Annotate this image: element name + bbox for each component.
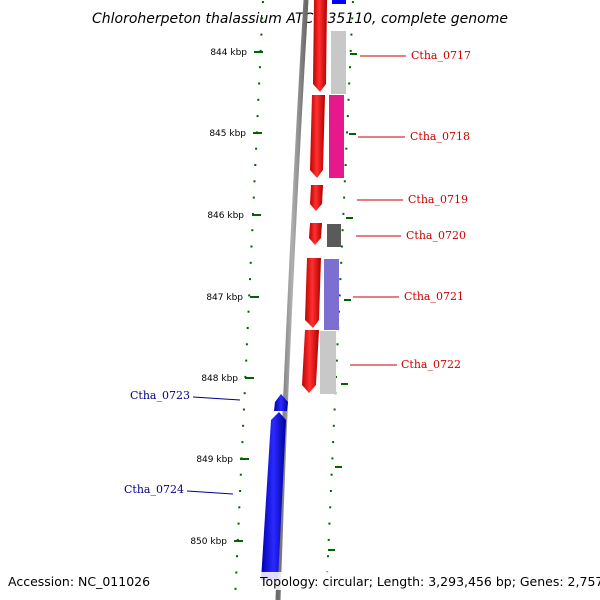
kbp-tick: 845 kbp (209, 129, 262, 139)
gene-label-text: Ctha_0721 (404, 290, 464, 303)
gene-label[interactable]: Ctha_0723 (130, 389, 241, 402)
kbp-label: 848 kbp (201, 374, 238, 384)
gene-label-text: Ctha_0720 (406, 229, 466, 242)
gene-label[interactable]: Ctha_0719 (357, 193, 468, 206)
reverse-strand (261, 394, 288, 580)
forward-strand (302, 0, 327, 393)
gene-arrow[interactable] (310, 185, 323, 211)
reverse-gene-labels: Ctha_0723 Ctha_0724 (124, 389, 241, 496)
gene-label[interactable]: Ctha_0720 (356, 229, 466, 242)
cog-box[interactable] (320, 331, 336, 394)
forward-gene-labels: Ctha_0717 Ctha_0718 Ctha_0719 Ctha_0720 … (350, 49, 471, 371)
gene-label-text: Ctha_0724 (124, 483, 184, 496)
kbp-label: 847 kbp (206, 293, 243, 303)
gene-label[interactable]: Ctha_0718 (358, 130, 470, 143)
gene-label-text: Ctha_0719 (408, 193, 468, 206)
gene-arrow[interactable] (313, 0, 327, 92)
kbp-scale: 844 kbp 845 kbp 846 kbp 847 kbp 848 kbp … (190, 48, 263, 547)
kbp-tick: 850 kbp (190, 537, 243, 547)
gene-label[interactable]: Ctha_0724 (124, 483, 234, 496)
gene-arrow[interactable] (305, 258, 321, 328)
gene-label[interactable]: Ctha_0717 (360, 49, 471, 62)
cog-box[interactable] (324, 259, 339, 330)
kbp-label: 846 kbp (207, 211, 244, 221)
cog-track (320, 0, 346, 394)
cog-box[interactable] (329, 95, 344, 178)
kbp-tick: 849 kbp (196, 455, 249, 465)
footer-backdrop (258, 572, 600, 590)
gene-arrow[interactable] (310, 95, 325, 178)
cog-box[interactable] (327, 224, 341, 247)
kbp-tick: 846 kbp (207, 211, 261, 221)
cog-box[interactable] (332, 0, 346, 4)
kbp-tick: 848 kbp (201, 374, 254, 384)
gene-label-text: Ctha_0723 (130, 389, 190, 402)
kbp-label: 850 kbp (190, 537, 227, 547)
gene-label-text: Ctha_0717 (411, 49, 471, 62)
kbp-label: 849 kbp (196, 455, 233, 465)
kbp-tick: 844 kbp (210, 48, 263, 58)
kbp-tick: 847 kbp (206, 293, 259, 303)
gene-arrow[interactable] (309, 223, 322, 245)
genome-backbone (275, 0, 309, 600)
kbp-label: 844 kbp (210, 48, 247, 58)
gene-arrow[interactable] (274, 394, 288, 411)
gene-arrow[interactable] (261, 412, 286, 580)
gene-label-text: Ctha_0718 (410, 130, 470, 143)
gene-label[interactable]: Ctha_0722 (350, 358, 461, 371)
accession-text: Accession: NC_011026 (8, 574, 150, 589)
cog-box[interactable] (331, 31, 346, 94)
map-title: Chloroherpeton thalassium ATCC 35110, co… (92, 11, 508, 27)
genome-summary-text: Topology: circular; Length: 3,293,456 bp… (259, 574, 600, 589)
kbp-label: 845 kbp (209, 129, 246, 139)
gene-arrow[interactable] (302, 330, 319, 393)
gene-label[interactable]: Ctha_0721 (353, 290, 464, 303)
gene-label-text: Ctha_0722 (401, 358, 461, 371)
